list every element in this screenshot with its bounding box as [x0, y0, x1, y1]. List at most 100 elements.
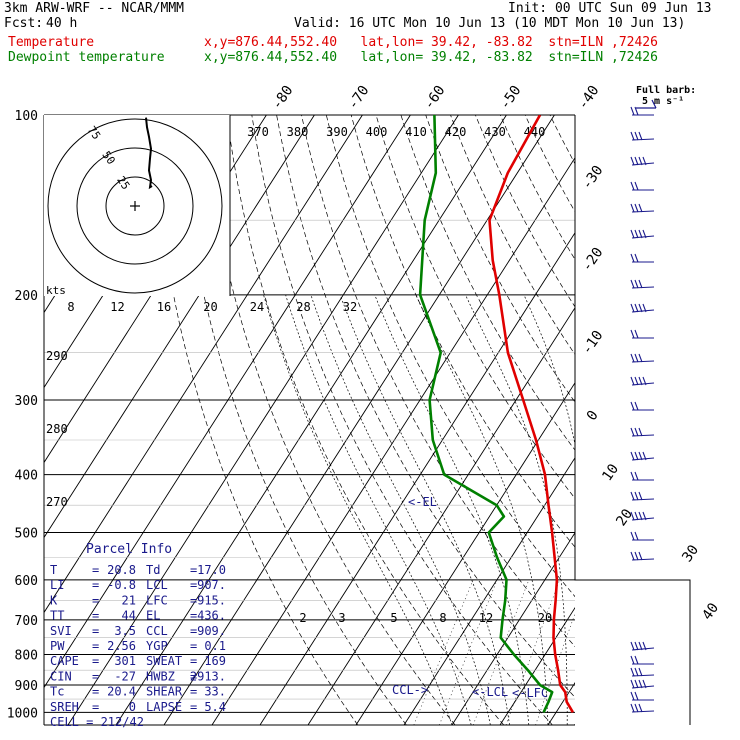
- theta-e-label: 420: [445, 125, 467, 139]
- wind-barb-flag: [638, 703, 643, 713]
- wind-barb-flag: [630, 131, 635, 141]
- isotherm-line: [355, 381, 575, 725]
- wind-barb: [630, 667, 655, 677]
- parcel-value: 20.8: [107, 563, 136, 577]
- wind-barb-staff: [631, 434, 655, 437]
- wind-barb-staff: [631, 286, 655, 289]
- parcel-label: CAPE: [50, 654, 79, 668]
- dry-adiabat-line: [649, 115, 740, 725]
- wind-barb-staff: [631, 517, 655, 521]
- parcel-equals: =: [92, 578, 99, 592]
- parcel-equals: =: [190, 685, 197, 699]
- pressure-tick-label: 500: [15, 527, 38, 542]
- sounding-annotation: CCL->: [392, 683, 428, 697]
- wind-barb-staff: [631, 162, 655, 166]
- hodograph-ring: [76, 147, 194, 265]
- parcel-value: 0: [129, 700, 136, 714]
- parcel-label: TT: [50, 609, 64, 623]
- wind-barb-flag: [630, 491, 635, 501]
- mixing-ratio-line: [505, 579, 560, 725]
- wind-barb-flag: [638, 451, 643, 461]
- wind-barb-flag: [630, 551, 635, 561]
- wind-barb-flag: [638, 303, 643, 313]
- wind-barb-staff: [631, 382, 655, 386]
- wind-barb-flag: [642, 451, 647, 461]
- pressure-tick-label: 400: [15, 469, 38, 484]
- barb-legend-title: Full barb:: [636, 85, 696, 96]
- parcel-value: 44: [122, 609, 136, 623]
- parcel-info-title: Parcel Info: [86, 542, 172, 557]
- isotherm-line: [259, 231, 575, 725]
- hodograph-scale-tick: 28: [296, 300, 310, 314]
- temperature-tick-label: 0: [584, 408, 602, 424]
- isotherm-line: [451, 531, 575, 725]
- hodograph-ring-label: 50: [99, 149, 117, 167]
- mixing-ratio-line: [574, 722, 575, 725]
- wind-barb-flag: [638, 551, 643, 561]
- mixing-ratio-line: [472, 579, 530, 725]
- dry-adiabat-label: 290: [46, 349, 68, 363]
- dry-adiabat-line: [499, 115, 575, 261]
- wind-barb-flag: [638, 229, 643, 239]
- wind-barb-flag: [630, 531, 635, 541]
- wind-barb-flag: [634, 131, 639, 141]
- wind-barb-flag: [642, 156, 647, 166]
- parcel-equals: =: [190, 700, 197, 714]
- wind-barb-flag: [634, 471, 639, 481]
- pressure-tick-label: 900: [15, 679, 38, 694]
- isotherm-line: [403, 456, 575, 725]
- wind-barb-flag: [634, 427, 639, 437]
- parcel-value: 17.0: [197, 563, 226, 577]
- mixing-ratio-line: [535, 613, 575, 725]
- wind-barb-flag: [642, 641, 647, 651]
- wind-barb-flag: [630, 451, 635, 461]
- isotherm-line: [596, 115, 740, 725]
- wind-barb-staff: [631, 558, 655, 561]
- hodograph-scale-tick: 32: [343, 300, 357, 314]
- isotherm-line: [44, 115, 411, 689]
- wind-barb-flag: [634, 691, 639, 701]
- parcel-equals: =: [190, 624, 197, 638]
- wind-barb: [630, 181, 654, 191]
- parcel-equals: =: [92, 639, 99, 653]
- valid-time: Valid: 16 UTC Mon 10 Jun 13 (10 MDT Mon …: [294, 16, 686, 31]
- hodograph-scale-tick: 24: [250, 300, 264, 314]
- temperature-profile: [488, 115, 575, 713]
- moist-adiabat-line: [339, 294, 510, 725]
- parcel-equals: =: [190, 639, 197, 653]
- isotherm-line: [67, 115, 459, 725]
- parcel-value: 2.56: [107, 639, 136, 653]
- wind-barb: [630, 511, 655, 521]
- dry-adiabat-line: [600, 115, 740, 725]
- hodograph-scale-tick: 8: [67, 300, 74, 314]
- forecast-label: Fcst:: [4, 16, 44, 31]
- dry-adiabat-line: [325, 115, 575, 598]
- parcel-value: 909.: [197, 624, 226, 638]
- hodograph-scale-label: kts: [46, 284, 66, 297]
- temperature-tick-label: 30: [679, 542, 702, 565]
- parcel-value: 301: [114, 654, 136, 668]
- wind-barb: [630, 253, 654, 263]
- wind-barb-flag: [638, 641, 643, 651]
- wind-barb-flag: [634, 106, 639, 116]
- temperature-tick-label: -80: [269, 83, 297, 113]
- wind-barb-flag: [634, 156, 639, 166]
- parcel-equals: =: [190, 609, 197, 623]
- wind-barb-staff: [631, 710, 655, 713]
- parcel-equals: =: [190, 654, 197, 668]
- parcel-label: SWEAT: [146, 654, 182, 668]
- moist-adiabat-line: [310, 294, 491, 725]
- dry-adiabat-line: [350, 115, 575, 548]
- parcel-label: YGP: [146, 639, 168, 653]
- parcel-value: 20.4: [107, 685, 136, 699]
- wind-barb-flag: [630, 679, 635, 689]
- temperature-tick-label: 40: [699, 600, 722, 623]
- isotherm-line: [499, 606, 575, 725]
- wind-barb-flag: [630, 203, 635, 213]
- temperature-tick-label: -50: [497, 83, 525, 113]
- wind-barb: [630, 451, 655, 461]
- parcel-equals: =: [92, 654, 99, 668]
- mixing-ratio-label: 5: [390, 611, 397, 625]
- parcel-label: Td: [146, 563, 160, 577]
